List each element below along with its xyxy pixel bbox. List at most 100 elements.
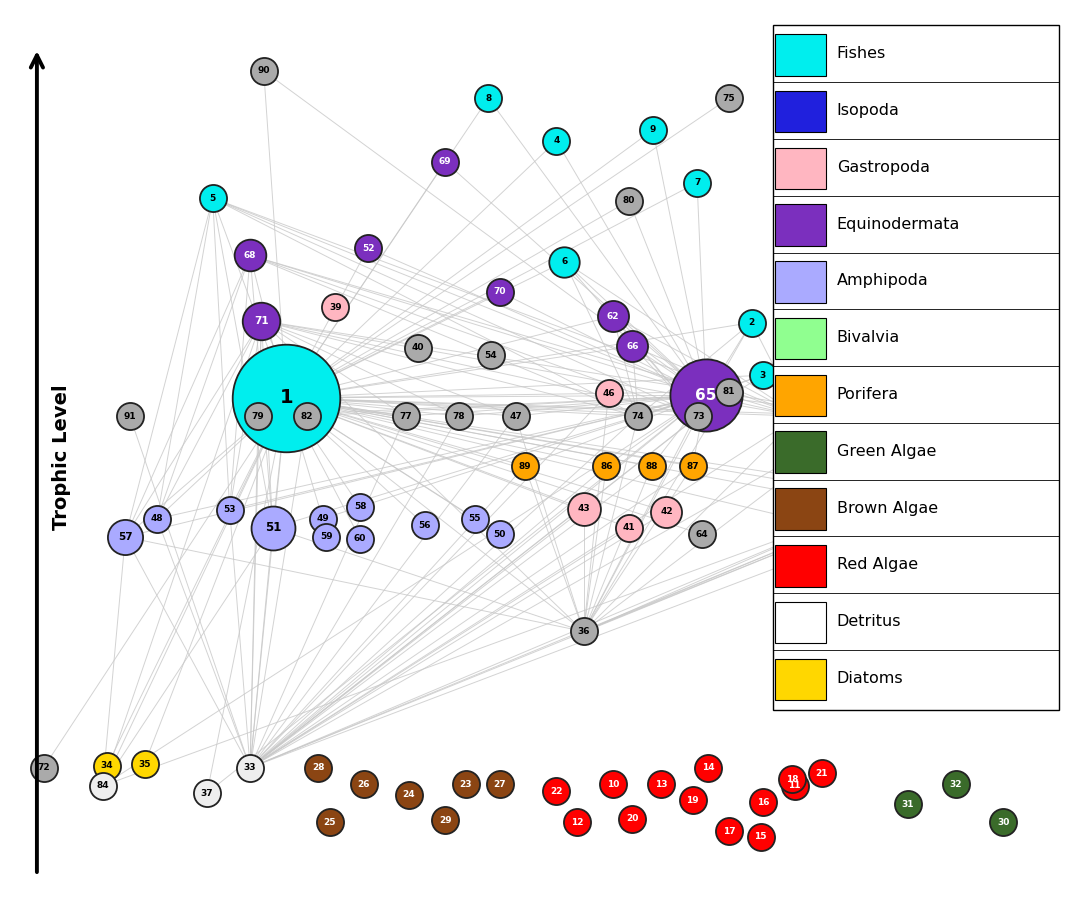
Text: Brown Algae: Brown Algae (837, 501, 938, 515)
Point (652, 777, 669, 792)
Point (480, 90, 497, 105)
Point (359, 240, 376, 255)
Point (35, 760, 53, 775)
Point (605, 777, 622, 792)
Text: 56: 56 (418, 521, 431, 529)
Text: Amphipoda: Amphipoda (837, 273, 928, 289)
Text: 54: 54 (485, 351, 497, 360)
Point (786, 779, 803, 793)
Point (204, 191, 221, 206)
Point (658, 505, 675, 519)
Text: 78: 78 (452, 411, 465, 420)
Text: Bivalvia: Bivalvia (837, 330, 900, 345)
Point (355, 777, 372, 792)
Text: 72: 72 (38, 763, 50, 772)
Text: 91: 91 (123, 411, 136, 420)
Text: Fishes: Fishes (837, 47, 885, 61)
Text: 84: 84 (96, 781, 109, 791)
Text: 64: 64 (696, 530, 708, 538)
Point (317, 529, 334, 544)
Text: Gastropoda: Gastropoda (837, 160, 929, 175)
Text: 6: 6 (562, 257, 567, 266)
Text: 71: 71 (254, 315, 269, 325)
Text: 55: 55 (468, 515, 481, 524)
Text: 70: 70 (493, 287, 506, 296)
Text: 24: 24 (403, 791, 415, 800)
Text: 51: 51 (265, 521, 281, 535)
Point (555, 254, 572, 269)
Text: 79: 79 (252, 411, 265, 420)
Point (397, 409, 414, 423)
Point (624, 339, 641, 354)
Point (720, 384, 738, 399)
Point (643, 459, 660, 473)
Point (800, 436, 817, 451)
Point (241, 248, 258, 262)
Text: 7: 7 (694, 178, 700, 187)
Text: 43: 43 (578, 505, 590, 514)
Text: 82: 82 (300, 411, 313, 420)
Text: 45: 45 (802, 439, 815, 448)
Bar (775, 261, 827, 303)
Point (327, 300, 344, 314)
Text: 66: 66 (626, 342, 639, 351)
Bar (775, 488, 827, 530)
Bar (773, 26, 1058, 710)
Point (507, 409, 524, 423)
Text: 38: 38 (900, 496, 913, 505)
Text: 32: 32 (950, 780, 962, 789)
Point (720, 90, 738, 105)
Text: 19: 19 (686, 796, 699, 805)
Text: 8: 8 (486, 93, 491, 102)
Point (859, 409, 876, 423)
Text: 63: 63 (862, 503, 875, 512)
Text: 69: 69 (438, 157, 451, 166)
Text: 29: 29 (438, 816, 451, 824)
Point (899, 797, 917, 812)
Point (436, 813, 453, 828)
Point (264, 521, 281, 536)
Text: 15: 15 (755, 833, 766, 841)
Text: 27: 27 (493, 780, 506, 789)
Text: 74: 74 (631, 411, 644, 420)
Text: 41: 41 (623, 524, 636, 532)
Text: 11: 11 (788, 781, 801, 791)
Point (898, 494, 915, 508)
Text: Detritus: Detritus (837, 614, 902, 629)
Text: Diatoms: Diatoms (837, 671, 904, 686)
Text: 47: 47 (509, 411, 522, 420)
Text: 35: 35 (138, 760, 151, 769)
Point (310, 760, 327, 775)
Point (241, 760, 258, 775)
Bar (775, 659, 827, 700)
Bar (775, 375, 827, 416)
Point (784, 772, 801, 787)
Point (457, 777, 474, 792)
Bar (775, 147, 827, 189)
Text: 87: 87 (686, 462, 699, 471)
Point (278, 390, 295, 405)
Text: 40: 40 (412, 344, 425, 353)
Point (568, 815, 585, 830)
Point (624, 812, 641, 826)
Text: 3: 3 (760, 371, 766, 379)
Text: 25: 25 (324, 818, 336, 826)
Text: 58: 58 (354, 503, 367, 512)
Bar (775, 318, 827, 359)
Text: 85: 85 (948, 496, 959, 505)
Text: 60: 60 (354, 535, 367, 543)
Text: 34: 34 (101, 761, 114, 771)
Point (149, 512, 166, 526)
Text: 57: 57 (118, 532, 133, 542)
Text: 86: 86 (600, 462, 612, 471)
Point (352, 500, 369, 515)
Text: 18: 18 (786, 775, 799, 784)
Text: 75: 75 (723, 93, 735, 102)
Bar (775, 90, 827, 133)
Bar (775, 601, 827, 643)
Text: Green Algae: Green Algae (837, 444, 936, 459)
Text: 76: 76 (861, 411, 874, 420)
Text: 37: 37 (200, 789, 213, 798)
Text: Equinodermata: Equinodermata (837, 217, 961, 232)
Text: 17: 17 (723, 827, 735, 835)
